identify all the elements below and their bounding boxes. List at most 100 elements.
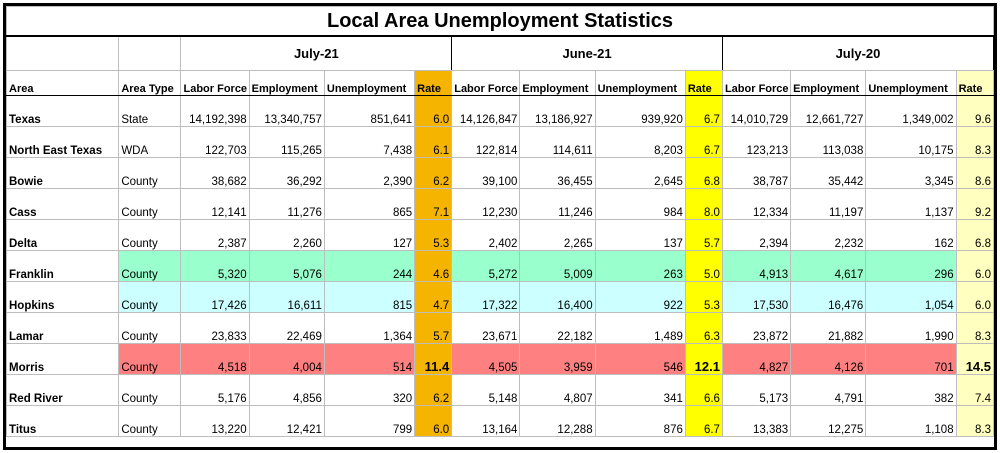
unemployment-cell: 1,349,002 [865,95,957,127]
unemployment-cell: 1,489 [594,312,686,344]
column-header-employment: Employment [790,70,867,96]
unemployment-cell: 799 [323,405,416,437]
column-header-unemployment: Unemployment [323,70,416,96]
labor-force-cell: 13,164 [451,405,521,437]
employment-cell: 4,807 [519,374,596,406]
column-header-area: Area [5,70,120,96]
employment-cell: 4,617 [790,250,867,282]
table-row: Franklin County 5,320 5,076 244 4.6 5,272 5,009… [5,250,995,282]
column-header-labor-force: Labor Force [451,70,521,96]
rate-cell: 6.0 [955,250,995,282]
table-row: Lamar County 23,833 22,469 1,364 5.7 23,671 22,… [5,312,995,344]
area-type-cell: County [118,188,182,220]
rate-cell: 6.2 [414,374,453,406]
statistics-sheet: Local Area Unemployment Statistics July-… [3,3,997,450]
unemployment-cell: 10,175 [865,126,957,158]
labor-force-cell: 5,173 [721,374,792,406]
column-header-rate: Rate [414,70,453,96]
table-row: Titus County 13,220 12,421 799 6.0 13,164 12,28… [5,405,995,437]
labor-force-cell: 2,402 [451,219,521,251]
labor-force-cell: 14,010,729 [721,95,792,127]
column-header-labor-force: Labor Force [721,70,792,96]
rate-cell: 6.8 [955,219,995,251]
labor-force-cell: 5,272 [451,250,521,282]
rate-cell: 6.7 [684,405,723,437]
labor-force-cell: 122,814 [451,126,521,158]
unemployment-cell: 244 [323,250,416,282]
employment-cell: 12,661,727 [790,95,867,127]
rate-cell: 9.2 [955,188,995,220]
labor-force-cell: 17,426 [180,281,250,313]
employment-cell: 4,004 [248,343,325,375]
employment-cell: 22,182 [519,312,596,344]
unemployment-cell: 8,203 [594,126,686,158]
labor-force-cell: 39,100 [451,157,521,189]
employment-cell: 4,126 [790,343,867,375]
unemployment-cell: 546 [594,343,686,375]
unemployment-cell: 1,137 [865,188,957,220]
area-type-cell: County [118,405,182,437]
area-name-cell: Texas [5,95,120,127]
unemployment-cell: 162 [865,219,957,251]
unemployment-cell: 382 [865,374,957,406]
employment-cell: 11,276 [248,188,325,220]
area-type-cell: County [118,343,182,375]
column-header-rate: Rate [684,70,723,96]
employment-cell: 22,469 [248,312,325,344]
employment-cell: 2,260 [248,219,325,251]
rate-cell: 14.5 [955,343,995,375]
labor-force-cell: 2,394 [721,219,792,251]
unemployment-cell: 7,438 [323,126,416,158]
area-name-cell: North East Texas [5,126,120,158]
rate-cell: 6.3 [684,312,723,344]
unemployment-cell: 1,054 [865,281,957,313]
unemployment-cell: 137 [594,219,686,251]
rate-cell: 7.1 [414,188,453,220]
rate-cell: 6.0 [414,405,453,437]
unemployment-cell: 939,920 [594,95,686,127]
unemployment-cell: 127 [323,219,416,251]
table-row: Morris County 4,518 4,004 514 11.4 4,505 3,959 5… [5,343,995,375]
rate-cell: 8.3 [955,405,995,437]
rate-cell: 6.2 [414,157,453,189]
employment-cell: 13,186,927 [519,95,596,127]
area-type-cell: County [118,157,182,189]
period-header-july-21: July-21 [180,35,453,71]
rate-cell: 5.7 [684,219,723,251]
rate-cell: 5.3 [414,219,453,251]
labor-force-cell: 23,671 [451,312,521,344]
employment-cell: 4,856 [248,374,325,406]
unemployment-cell: 922 [594,281,686,313]
employment-cell: 4,791 [790,374,867,406]
employment-cell: 12,288 [519,405,596,437]
employment-cell: 16,611 [248,281,325,313]
employment-cell: 2,265 [519,219,596,251]
labor-force-cell: 38,682 [180,157,250,189]
labor-force-cell: 12,141 [180,188,250,220]
rate-cell: 12.1 [684,343,723,375]
column-header-employment: Employment [519,70,596,96]
table-row: Red River County 5,176 4,856 320 6.2 5,148 4,80… [5,374,995,406]
unemployment-cell: 984 [594,188,686,220]
employment-cell: 114,611 [519,126,596,158]
labor-force-cell: 12,230 [451,188,521,220]
column-header-unemployment: Unemployment [594,70,686,96]
unemployment-cell: 3,345 [865,157,957,189]
rate-cell: 11.4 [414,343,453,375]
labor-force-cell: 14,192,398 [180,95,250,127]
employment-cell: 3,959 [519,343,596,375]
employment-cell: 16,476 [790,281,867,313]
rate-cell: 6.7 [684,126,723,158]
rate-cell: 6.0 [955,281,995,313]
unemployment-cell: 865 [323,188,416,220]
labor-force-cell: 123,213 [721,126,792,158]
rate-cell: 8.0 [684,188,723,220]
table-row: Cass County 12,141 11,276 865 7.1 12,230 11,246… [5,188,995,220]
rate-cell: 6.6 [684,374,723,406]
period-header-july-20: July-20 [721,35,995,71]
blank-cell [5,35,120,71]
labor-force-cell: 13,220 [180,405,250,437]
unemployment-cell: 1,108 [865,405,957,437]
table-row: Hopkins County 17,426 16,611 815 4.7 17,322 16,… [5,281,995,313]
area-name-cell: Hopkins [5,281,120,313]
